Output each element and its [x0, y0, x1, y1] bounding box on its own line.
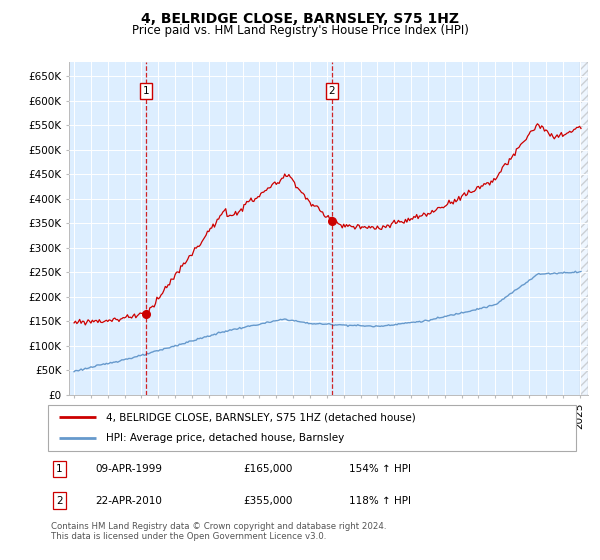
Text: 2: 2 — [329, 86, 335, 96]
Text: HPI: Average price, detached house, Barnsley: HPI: Average price, detached house, Barn… — [106, 433, 344, 444]
Text: £355,000: £355,000 — [244, 496, 293, 506]
Text: 4, BELRIDGE CLOSE, BARNSLEY, S75 1HZ (detached house): 4, BELRIDGE CLOSE, BARNSLEY, S75 1HZ (de… — [106, 412, 416, 422]
FancyBboxPatch shape — [48, 405, 576, 451]
Bar — [580, 62, 588, 395]
Text: Contains HM Land Registry data © Crown copyright and database right 2024.
This d: Contains HM Land Registry data © Crown c… — [51, 522, 386, 542]
Text: 118% ↑ HPI: 118% ↑ HPI — [349, 496, 411, 506]
Text: 1: 1 — [143, 86, 149, 96]
Text: 2: 2 — [56, 496, 63, 506]
Text: 154% ↑ HPI: 154% ↑ HPI — [349, 464, 411, 474]
Text: 22-APR-2010: 22-APR-2010 — [95, 496, 163, 506]
Text: 1: 1 — [56, 464, 63, 474]
Text: £165,000: £165,000 — [244, 464, 293, 474]
Text: Price paid vs. HM Land Registry's House Price Index (HPI): Price paid vs. HM Land Registry's House … — [131, 24, 469, 36]
Text: 09-APR-1999: 09-APR-1999 — [95, 464, 163, 474]
Text: 4, BELRIDGE CLOSE, BARNSLEY, S75 1HZ: 4, BELRIDGE CLOSE, BARNSLEY, S75 1HZ — [141, 12, 459, 26]
